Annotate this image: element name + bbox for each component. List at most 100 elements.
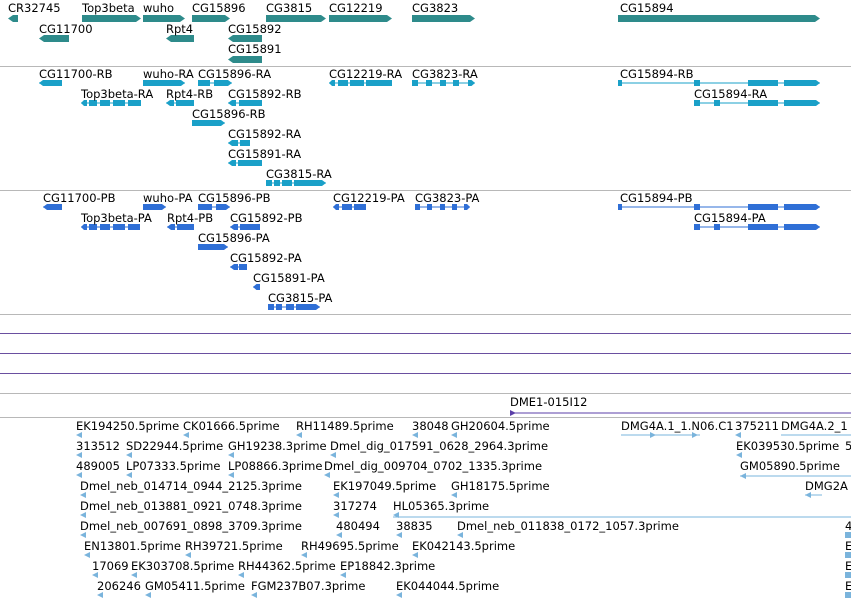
est-glyph[interactable] [845, 592, 851, 598]
transcript-label[interactable]: CG3823-RA [412, 67, 478, 81]
transcript-glyph[interactable] [198, 80, 232, 86]
transcript-glyph[interactable] [228, 100, 262, 106]
est-glyph[interactable] [340, 572, 346, 578]
gene-glyph[interactable] [82, 15, 141, 22]
est-label[interactable]: CK01666.5prime [183, 419, 280, 433]
est-label[interactable]: Dmel_neb_013881_0921_0748.3prime [80, 499, 302, 513]
est-label[interactable]: EK039530.5prime [736, 439, 840, 453]
est-glyph[interactable] [336, 532, 342, 538]
transcript-glyph[interactable] [618, 80, 820, 86]
protein-label[interactable]: CG15891-PA [253, 271, 325, 285]
est-label[interactable]: DMG4A.1_1.N06.C1 [621, 419, 734, 433]
est-label[interactable]: HL05365.3prime [393, 499, 490, 513]
est-glyph[interactable] [412, 552, 418, 558]
gene-glyph[interactable] [228, 56, 262, 63]
est-label[interactable]: 4 [845, 519, 851, 533]
est-label[interactable]: GH19238.3prime [228, 439, 327, 453]
est-glyph[interactable] [412, 432, 418, 438]
est-glyph[interactable] [76, 452, 82, 458]
protein-label[interactable]: CG15892-PA [230, 251, 302, 265]
est-label[interactable]: DMG2A [805, 479, 848, 493]
transcript-glyph[interactable] [266, 180, 326, 186]
transcript-label[interactable]: CG11700-RB [39, 67, 113, 81]
transcript-glyph[interactable] [412, 80, 475, 86]
est-glyph[interactable] [76, 432, 82, 438]
gene-label[interactable]: CG15891 [228, 42, 282, 56]
est-label[interactable]: EK194250.5prime [76, 419, 180, 433]
est-label[interactable]: 375211 [735, 419, 779, 433]
est-label[interactable]: EP18842.3prime [340, 559, 436, 573]
est-glyph[interactable] [740, 473, 746, 479]
est-glyph[interactable] [333, 512, 339, 518]
est-label[interactable]: Dmel_dig_009704_0702_1335.3prime [324, 459, 543, 473]
est-label[interactable]: Dmel_neb_007691_0898_3709.3prime [80, 519, 302, 533]
est-glyph[interactable] [330, 452, 336, 458]
est-glyph[interactable] [228, 472, 234, 478]
gene-glyph[interactable] [166, 35, 194, 42]
protein-label[interactable]: wuho-PA [143, 191, 193, 205]
est-label[interactable]: 480494 [336, 519, 380, 533]
gene-label[interactable]: CG3815 [266, 1, 313, 15]
est-glyph[interactable] [126, 452, 132, 458]
protein-glyph[interactable] [43, 204, 62, 210]
gene-label[interactable]: CG15892 [228, 22, 282, 36]
gene-label[interactable]: CG15894 [620, 1, 674, 15]
transcript-label[interactable]: wuho-RA [143, 67, 194, 81]
protein-glyph[interactable] [230, 264, 247, 270]
protein-glyph[interactable] [167, 224, 194, 230]
est-label[interactable]: GH18175.5prime [451, 479, 550, 493]
transcript-label[interactable]: Top3beta-RA [81, 87, 154, 101]
est-glyph[interactable] [451, 432, 457, 438]
protein-glyph[interactable] [268, 304, 320, 310]
protein-glyph[interactable] [198, 204, 230, 210]
gene-glyph[interactable] [8, 15, 18, 22]
est-label[interactable]: GM05411.5prime [145, 579, 245, 593]
est-label[interactable]: 313512 [76, 439, 120, 453]
transcript-label[interactable]: CG15896-RA [198, 67, 272, 81]
transcript-label[interactable]: CG15894-RA [694, 87, 768, 101]
est-glyph[interactable] [845, 572, 851, 578]
transcript-label[interactable]: CG15892-RB [228, 87, 302, 101]
est-glyph[interactable] [324, 472, 330, 478]
est-glyph[interactable] [451, 492, 457, 498]
protein-glyph[interactable] [333, 204, 366, 210]
gene-label[interactable]: CG15896 [192, 1, 246, 15]
gene-label[interactable]: wuho [143, 1, 175, 15]
transcript-glyph[interactable] [192, 120, 225, 126]
est-glyph[interactable] [84, 552, 90, 558]
protein-glyph[interactable] [143, 204, 166, 210]
est-glyph[interactable] [80, 492, 86, 498]
est-glyph[interactable] [301, 552, 307, 558]
est-label[interactable]: E [845, 559, 851, 573]
protein-label[interactable]: Top3beta-PA [81, 211, 152, 225]
protein-label[interactable]: CG15894-PB [620, 191, 693, 205]
est-label[interactable]: RH49695.5prime [301, 539, 399, 553]
transcript-glyph[interactable] [694, 100, 820, 106]
gene-glyph[interactable] [192, 15, 230, 22]
est-label[interactable]: 38835 [396, 519, 433, 533]
est-glyph[interactable] [183, 432, 189, 438]
est-glyph[interactable] [251, 592, 257, 598]
transcript-label[interactable]: CG12219-RA [329, 67, 403, 81]
est-glyph[interactable] [238, 572, 244, 578]
transcript-glyph[interactable] [228, 160, 262, 166]
transcript-label[interactable]: CG15891-RA [228, 147, 302, 161]
protein-label[interactable]: CG15894-PA [694, 211, 766, 225]
est-label[interactable]: LP08866.3prime [228, 459, 323, 473]
protein-glyph[interactable] [253, 284, 260, 290]
est-glyph[interactable] [228, 452, 234, 458]
est-glyph[interactable] [92, 572, 98, 578]
transcript-glyph[interactable] [143, 80, 185, 86]
est-label[interactable]: EK042143.5prime [412, 539, 516, 553]
est-label[interactable]: 5 [845, 439, 851, 453]
est-glyph[interactable] [396, 532, 402, 538]
protein-label[interactable]: CG15896-PB [198, 191, 271, 205]
est-label[interactable]: GM05890.5prime [740, 459, 840, 473]
protein-glyph[interactable] [618, 204, 820, 210]
est-label[interactable]: FGM237B07.3prime [251, 579, 366, 593]
est-glyph[interactable] [80, 532, 86, 538]
protein-label[interactable]: CG12219-PA [333, 191, 405, 205]
gene-glyph[interactable] [39, 35, 69, 42]
protein-label[interactable]: Rpt4-PB [167, 211, 214, 225]
